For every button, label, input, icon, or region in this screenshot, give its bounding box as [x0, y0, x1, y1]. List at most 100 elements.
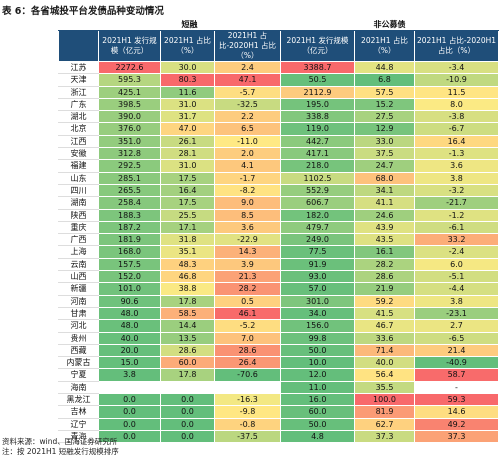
value-cell: 181.9 — [98, 233, 161, 247]
table-row: 山东 285.1 17.5 -1.7 1102.5 68.0 3.8 — [58, 171, 499, 185]
value-cell: 16.4 — [414, 134, 499, 149]
value-cell: -21.7 — [414, 196, 499, 210]
group-header: 短融 — [98, 18, 281, 31]
value-cell: 46.8 — [160, 270, 215, 284]
value-cell: 15.0 — [98, 356, 161, 370]
table-row: 宁夏 3.8 17.8 -70.6 12.0 56.4 58.7 — [58, 368, 499, 382]
province: 陕西 — [58, 208, 99, 222]
value-cell: 9.0 — [214, 196, 281, 210]
value-cell — [98, 380, 161, 395]
value-cell: 20.0 — [98, 343, 161, 358]
province: 西藏 — [58, 343, 99, 358]
value-cell: 24.7 — [354, 159, 415, 173]
value-cell: -5.2 — [214, 319, 281, 333]
value-cell: -16.3 — [214, 393, 281, 407]
value-cell: -3.4 — [414, 60, 499, 75]
value-cell: 2.0 — [214, 147, 281, 161]
table-row: 辽宁 0.0 0.0 -0.8 50.0 62.7 49.2 — [58, 417, 499, 431]
value-cell: 249.0 — [280, 233, 355, 247]
province: 新疆 — [58, 282, 99, 296]
value-cell: 26.4 — [214, 356, 281, 370]
value-cell: 312.8 — [98, 147, 161, 161]
value-cell: -0.8 — [214, 417, 281, 431]
value-cell: 25.5 — [160, 208, 215, 222]
value-cell: 182.0 — [280, 208, 355, 222]
value-cell: 606.7 — [280, 196, 355, 210]
table-row: 天津 595.3 80.3 47.1 50.5 6.8 -10.9 — [58, 73, 499, 87]
value-cell: 258.4 — [98, 196, 161, 210]
value-cell: 37.3 — [354, 429, 415, 444]
table-row: 黑龙江 0.0 0.0 -16.3 16.0 100.0 59.3 — [58, 393, 499, 407]
value-cell: -2.4 — [414, 245, 499, 259]
group-header-row: 短融 非公募债 — [58, 18, 499, 31]
value-cell: 3.8 — [414, 294, 499, 308]
column-header: 2021H1 发行规模（亿元） — [280, 30, 355, 62]
value-cell: -4.4 — [414, 282, 499, 296]
value-cell: -8.2 — [214, 183, 281, 198]
value-cell: 46.7 — [354, 319, 415, 333]
value-cell: -5.1 — [414, 270, 499, 284]
value-cell: 14.4 — [160, 319, 215, 333]
table-row: 四川 265.5 16.4 -8.2 552.9 34.1 -3.2 — [58, 183, 499, 198]
value-cell: 33.0 — [354, 134, 415, 149]
value-cell: -9.8 — [214, 405, 281, 419]
value-cell: 14.6 — [414, 405, 499, 419]
province: 安徽 — [58, 147, 99, 161]
value-cell: 38.8 — [160, 282, 215, 296]
table-row: 湖北 390.0 31.7 2.2 338.8 27.5 -3.8 — [58, 110, 499, 124]
value-cell: 8.0 — [414, 97, 499, 112]
value-cell: 99.8 — [280, 331, 355, 345]
value-cell: 0.0 — [98, 429, 161, 444]
value-cell: 187.2 — [98, 220, 161, 235]
province: 江苏 — [58, 60, 99, 75]
value-cell: 156.0 — [280, 319, 355, 333]
value-cell: 6.5 — [214, 122, 281, 136]
value-cell: 12.0 — [280, 368, 355, 382]
value-cell: 11.5 — [414, 85, 499, 99]
province: 四川 — [58, 183, 99, 198]
value-cell: 47.1 — [214, 73, 281, 87]
value-cell: 58.5 — [160, 306, 215, 321]
value-cell: 35.5 — [354, 380, 415, 395]
value-cell: 1102.5 — [280, 171, 355, 185]
value-cell: 15.2 — [354, 97, 415, 112]
table-row: 贵州 40.0 13.5 7.0 99.8 33.6 -6.5 — [58, 331, 499, 345]
province: 云南 — [58, 257, 99, 272]
value-cell: 3.9 — [214, 257, 281, 272]
value-cell: 100.0 — [354, 393, 415, 407]
value-cell: 0.0 — [160, 405, 215, 419]
value-cell: 50.0 — [280, 417, 355, 431]
value-cell: 11.6 — [160, 85, 215, 99]
value-cell: -40.9 — [414, 356, 499, 370]
value-cell: 91.9 — [280, 257, 355, 272]
table-row: 广西 181.9 31.8 -22.9 249.0 43.5 33.2 — [58, 233, 499, 247]
value-cell: 21.4 — [414, 343, 499, 358]
value-cell: 68.0 — [354, 171, 415, 185]
value-cell: 442.7 — [280, 134, 355, 149]
value-cell: 6.8 — [354, 73, 415, 87]
value-cell: 93.0 — [280, 270, 355, 284]
province: 辽宁 — [58, 417, 99, 431]
value-cell: 6.0 — [414, 257, 499, 272]
value-cell: 30.0 — [160, 60, 215, 75]
province: 宁夏 — [58, 368, 99, 382]
table-row: 河南 90.6 17.8 0.5 301.0 59.2 3.8 — [58, 294, 499, 308]
column-header: 2021H1 占比-2020H1 占比（%） — [414, 30, 499, 62]
value-cell: 0.0 — [160, 429, 215, 444]
corner — [58, 30, 99, 62]
value-cell: 26.1 — [160, 134, 215, 149]
column-header: 2021H1 占比（%） — [160, 30, 215, 62]
value-cell: 27.5 — [354, 110, 415, 124]
table-row: 新疆 101.0 38.8 28.2 57.0 21.9 -4.4 — [58, 282, 499, 296]
value-cell: 56.4 — [354, 368, 415, 382]
value-cell: 60.0 — [160, 356, 215, 370]
value-cell: 292.5 — [98, 159, 161, 173]
value-cell: 28.6 — [354, 270, 415, 284]
value-cell: -37.5 — [214, 429, 281, 444]
value-cell: 50.5 — [280, 73, 355, 87]
value-cell: 152.0 — [98, 270, 161, 284]
value-cell: 13.5 — [160, 331, 215, 345]
table-row: 西藏 20.0 28.6 28.6 50.0 71.4 21.4 — [58, 343, 499, 358]
table-row: 安徽 312.8 28.1 2.0 417.1 37.5 -1.3 — [58, 147, 499, 161]
value-cell: 376.0 — [98, 122, 161, 136]
